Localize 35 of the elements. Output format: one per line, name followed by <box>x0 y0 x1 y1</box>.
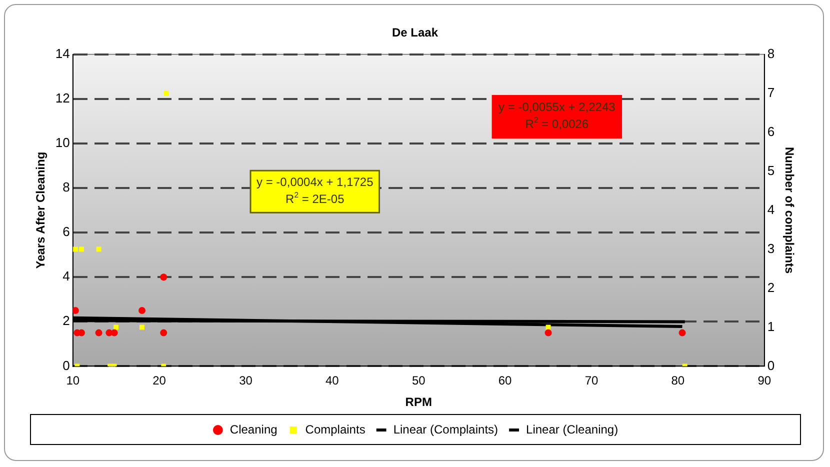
y-tick-label: 12 <box>55 90 70 106</box>
legend-label: Complaints <box>305 422 366 436</box>
y2-tick-label: 2 <box>767 280 775 295</box>
x-tick-label: 50 <box>412 374 426 388</box>
x-tick-label: 80 <box>671 374 685 388</box>
x-tick-label: 20 <box>152 374 166 388</box>
y2-tick-label: 5 <box>767 162 775 178</box>
y2-tick-label: 4 <box>767 202 775 217</box>
y-tick-label: 14 <box>55 46 70 61</box>
y2-tick-label: 6 <box>767 124 775 139</box>
annotation: y = -0,0004x + 1,1725 <box>256 174 374 189</box>
x-tick-label: 90 <box>758 374 772 388</box>
y-axis-title: Years After Cleaning <box>34 152 48 269</box>
y-tick-label: 6 <box>62 224 70 240</box>
legend-label: Linear (Cleaning) <box>526 422 618 436</box>
x-tick-label: 60 <box>498 374 512 388</box>
y2-tick-label: 8 <box>767 46 775 61</box>
y2-tick-label: 7 <box>767 84 775 100</box>
x-axis-title: RPM <box>405 395 432 410</box>
y2-tick-label: 0 <box>767 358 775 373</box>
legend-label: Cleaning <box>230 422 278 436</box>
x-tick-label: 40 <box>325 374 340 388</box>
legend-label: Linear (Complaints) <box>393 422 498 436</box>
y2-tick-label: 3 <box>767 240 775 256</box>
y-tick-label: 4 <box>62 268 70 284</box>
y2-tick-label: 1 <box>767 318 775 334</box>
y-tick-label: 0 <box>62 358 70 373</box>
annotation: y = -0,0055x + 2,2243 <box>498 100 616 114</box>
y2-axis-title: Number of complaints <box>782 146 796 274</box>
chart-title: De Laak <box>392 26 438 40</box>
y-tick-label: 8 <box>62 180 70 195</box>
x-tick-label: 70 <box>584 374 598 388</box>
y-tick-label: 2 <box>62 313 70 328</box>
x-tick-label: 30 <box>239 374 253 388</box>
y-tick-label: 10 <box>55 135 70 150</box>
